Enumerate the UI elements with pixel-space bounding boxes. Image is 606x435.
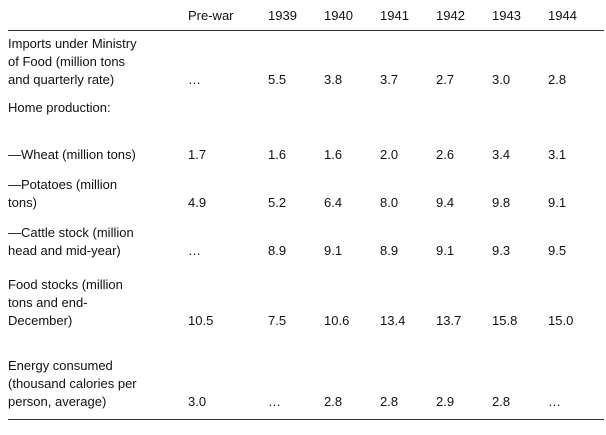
value-cell: 8.0 [380, 194, 399, 210]
header-cell: 1940 [324, 7, 353, 23]
value-cell: 9.5 [548, 242, 567, 258]
value-cell: 1.7 [188, 146, 207, 162]
value-cell: … [548, 394, 561, 409]
row-label: —Potatoes (million tons) [8, 172, 188, 220]
value-cell: 1.6 [324, 146, 343, 162]
food-statistics-table: Pre-war 1939 1940 1941 1942 1943 1944 Im… [8, 0, 604, 420]
row-label-line: of Food (million tons [8, 53, 126, 69]
value-cell: 3.8 [324, 71, 343, 87]
row-label-line: tons and end- [8, 294, 88, 310]
value-cell: … [188, 71, 201, 87]
header-cell: 1942 [436, 7, 465, 23]
value-cell: 3.0 [492, 71, 511, 87]
header-row: Pre-war 1939 1940 1941 1942 1943 1944 [8, 0, 604, 31]
row-label: Home production: [8, 97, 188, 127]
table-body: Imports under Ministry of Food (million t… [8, 31, 604, 420]
value-cell: 15.8 [492, 312, 518, 328]
value-cell: 2.8 [380, 394, 399, 409]
value-cell: 9.3 [492, 242, 511, 258]
row-label: —Wheat (million tons) [8, 127, 188, 172]
table-row: Home production: [8, 97, 604, 127]
value-cell: 4.9 [188, 194, 207, 210]
value-cell: 2.0 [380, 146, 399, 162]
value-cell: 15.0 [548, 312, 574, 328]
value-cell: 3.1 [548, 146, 567, 162]
value-cell: 2.6 [436, 146, 455, 162]
row-label: —Cattle stock (million head and mid-year) [8, 220, 188, 268]
row-label-line: (thousand calories per [8, 376, 137, 391]
value-cell: … [268, 394, 281, 409]
row-label-line: —Potatoes (million [8, 176, 118, 192]
value-cell: 9.8 [492, 194, 511, 210]
header-cell: Pre-war [188, 7, 234, 23]
value-cell: 1.6 [268, 146, 287, 162]
value-cell: 9.4 [436, 194, 455, 210]
table-header: Pre-war 1939 1940 1941 1942 1943 1944 [8, 0, 604, 31]
value-cell: 2.8 [492, 394, 511, 409]
value-cell [188, 97, 268, 127]
value-cell: 7.5 [268, 312, 287, 328]
row-label-line: December) [8, 312, 73, 328]
table-row: —Wheat (million tons) 1.7 1.6 1.6 2.0 2.6 3.4 3… [8, 127, 604, 172]
header-cell: 1939 [268, 7, 297, 23]
value-cell: … [188, 242, 201, 258]
row-label-line: —Cattle stock (million [8, 224, 134, 240]
value-cell [324, 97, 380, 127]
row-label-line: head and mid-year) [8, 242, 121, 258]
value-cell: 2.7 [436, 71, 455, 87]
value-cell [548, 97, 604, 127]
data-table-container: Pre-war 1939 1940 1941 1942 1943 1944 Im… [8, 0, 604, 420]
row-label-line: Imports under Ministry [8, 35, 137, 51]
header-cell: 1944 [548, 7, 577, 23]
table-row: Energy consumed (thousand calories per per… [8, 338, 604, 420]
value-cell: 13.7 [436, 312, 462, 328]
value-cell: 5.5 [268, 71, 287, 87]
row-label-line: —Wheat (million tons) [8, 146, 136, 162]
value-cell: 3.0 [188, 394, 207, 409]
value-cell: 2.8 [324, 394, 343, 409]
value-cell: 8.9 [268, 242, 287, 258]
row-label: Food stocks (million tons and end- Decembe… [8, 268, 188, 338]
row-label-line: person, average) [8, 394, 107, 409]
value-cell: 2.8 [548, 71, 567, 87]
value-cell: 9.1 [324, 242, 343, 258]
value-cell: 10.5 [188, 312, 214, 328]
value-cell: 6.4 [324, 194, 343, 210]
value-cell: 8.9 [380, 242, 399, 258]
table-row: —Cattle stock (million head and mid-year)… [8, 220, 604, 268]
table-row: Imports under Ministry of Food (million t… [8, 31, 604, 97]
value-cell [268, 97, 324, 127]
value-cell: 13.4 [380, 312, 406, 328]
value-cell: 3.4 [492, 146, 511, 162]
header-cell-empty [8, 0, 188, 31]
row-label: Energy consumed (thousand calories per per… [8, 338, 188, 420]
header-cell: 1943 [492, 7, 521, 23]
row-label-line: and quarterly rate) [8, 71, 115, 87]
value-cell: 9.1 [436, 242, 455, 258]
row-label-line: tons) [8, 194, 37, 210]
row-label: Imports under Ministry of Food (million t… [8, 31, 188, 97]
table-row: —Potatoes (million tons) 4.9 5.2 6.4 8.0 9.4 9.… [8, 172, 604, 220]
row-label-line: Food stocks (million [8, 276, 123, 292]
value-cell: 5.2 [268, 194, 287, 210]
value-cell: 3.7 [380, 71, 399, 87]
value-cell [436, 97, 492, 127]
value-cell: 10.6 [324, 312, 350, 328]
row-label-line: Energy consumed [8, 358, 113, 373]
row-label-line: Home production: [8, 99, 111, 115]
table-row: Food stocks (million tons and end- Decembe… [8, 268, 604, 338]
value-cell: 2.9 [436, 394, 455, 409]
header-cell: 1941 [380, 7, 409, 23]
value-cell [492, 97, 548, 127]
value-cell: 9.1 [548, 194, 567, 210]
value-cell [380, 97, 436, 127]
